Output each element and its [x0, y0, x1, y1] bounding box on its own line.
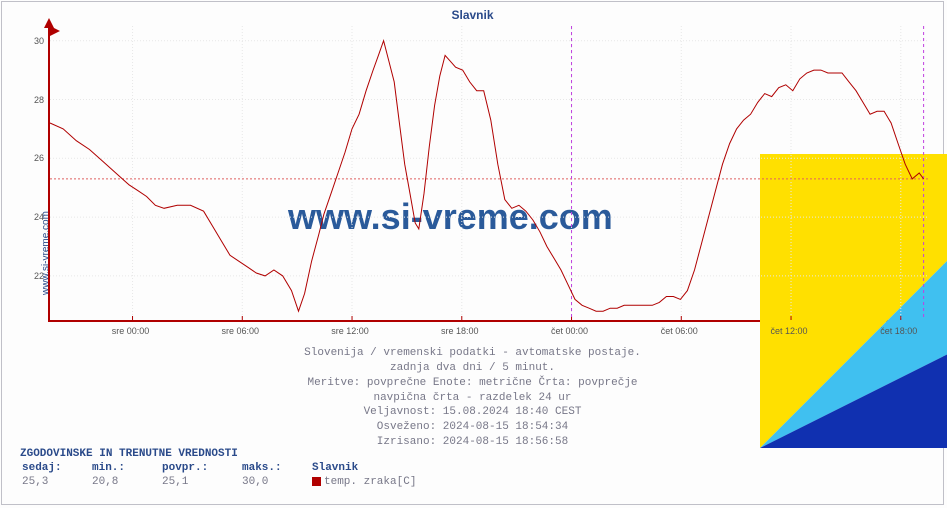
- stats-min-value: 20,8: [92, 476, 160, 488]
- stats-now-value: 25,3: [22, 476, 90, 488]
- stats-max-label: maks.:: [242, 462, 310, 474]
- x-tick-label: čet 06:00: [661, 326, 698, 336]
- stats-series-label: temp. zraka[C]: [312, 476, 424, 488]
- footer-line: Slovenija / vremenski podatki - avtomats…: [2, 346, 943, 361]
- series-label-text: temp. zraka[C]: [324, 476, 416, 488]
- footer-line: zadnja dva dni / 5 minut.: [2, 361, 943, 376]
- stats-now-label: sedaj:: [22, 462, 90, 474]
- footer-line: Veljavnost: 15.08.2024 18:40 CEST: [2, 405, 943, 420]
- y-tick-label: 22: [30, 271, 44, 281]
- y-tick-label: 24: [30, 212, 44, 222]
- chart-title: Slavnik: [2, 8, 943, 22]
- y-tick-label: 28: [30, 95, 44, 105]
- stats-heading: ZGODOVINSKE IN TRENUTNE VREDNOSTI: [20, 448, 426, 460]
- x-tick-label: čet 00:00: [551, 326, 588, 336]
- footer-line: Meritve: povprečne Enote: metrične Črta:…: [2, 376, 943, 391]
- y-axis-arrow: [44, 18, 54, 28]
- stats-table: sedaj: min.: povpr.: maks.: Slavnik 25,3…: [20, 460, 426, 490]
- chart-svg: [50, 26, 928, 320]
- footer-line: navpična črta - razdelek 24 ur: [2, 391, 943, 406]
- y-tick-label: 30: [30, 36, 44, 46]
- chart-plot-area: www.si-vreme.com: [48, 26, 928, 322]
- outer-frame: Slavnik www.si-vreme.com www.si-vreme.co…: [1, 1, 944, 505]
- stats-avg-value: 25,1: [162, 476, 240, 488]
- x-tick-label: sre 18:00: [441, 326, 479, 336]
- stats-avg-label: povpr.:: [162, 462, 240, 474]
- series-swatch: [312, 477, 321, 486]
- stats-max-value: 30,0: [242, 476, 310, 488]
- x-tick-label: čet 12:00: [771, 326, 808, 336]
- x-tick-label: sre 06:00: [222, 326, 260, 336]
- footer-info: Slovenija / vremenski podatki - avtomats…: [2, 346, 943, 450]
- stats-series-title: Slavnik: [312, 462, 424, 474]
- x-tick-label: sre 00:00: [112, 326, 150, 336]
- x-tick-label: sre 12:00: [331, 326, 369, 336]
- stats-min-label: min.:: [92, 462, 160, 474]
- y-tick-label: 26: [30, 153, 44, 163]
- stats-block: ZGODOVINSKE IN TRENUTNE VREDNOSTI sedaj:…: [20, 448, 426, 490]
- x-tick-label: čet 18:00: [880, 326, 917, 336]
- footer-line: Osveženo: 2024-08-15 18:54:34: [2, 420, 943, 435]
